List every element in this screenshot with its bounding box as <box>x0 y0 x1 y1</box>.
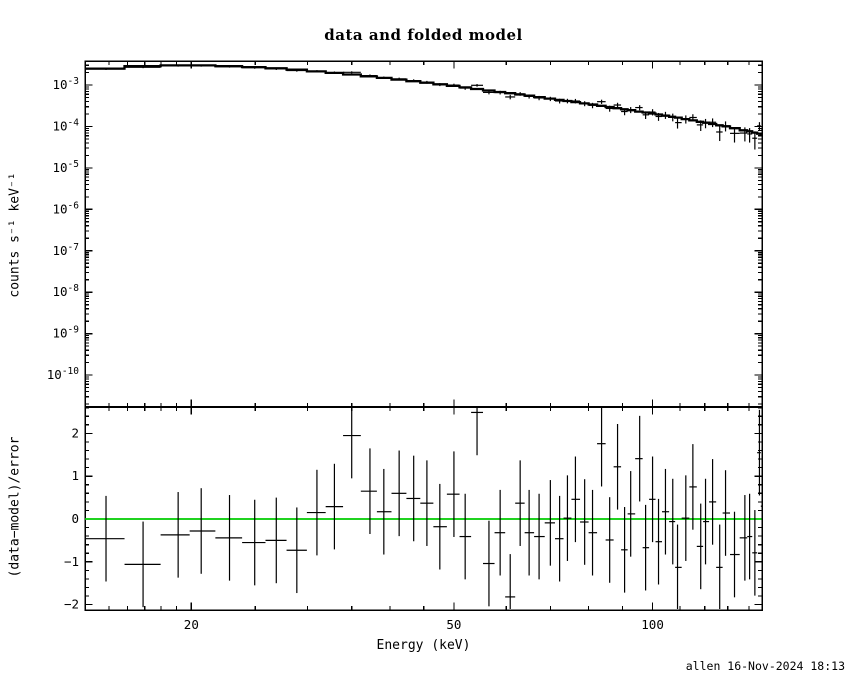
y-tick-label-log: 10-3 <box>52 76 79 92</box>
panel-frames <box>84 60 763 611</box>
y-tick-label-log: 10-10 <box>47 366 80 382</box>
y-tick-label-log: 10-7 <box>52 242 79 258</box>
y-tick-label-residual: −2 <box>64 597 79 612</box>
y-tick-label-log: 10-6 <box>52 200 79 216</box>
y-tick-label-residual: 0 <box>71 511 79 526</box>
y-axis-label-residuals: (data−model)/error <box>7 436 23 578</box>
y-tick-label-residual: 2 <box>71 425 79 440</box>
y-tick-label-log: 10-5 <box>52 159 79 175</box>
x-tick-label: 50 <box>446 617 461 632</box>
spectrum-data-points <box>85 64 763 151</box>
y-tick-label-log: 10-4 <box>52 117 79 133</box>
x-tick-label: 100 <box>641 617 664 632</box>
x-tick-label: 20 <box>184 617 199 632</box>
residual-data-points <box>85 408 763 609</box>
y-tick-label-residual: −1 <box>64 554 79 569</box>
y-tick-label-residual: 1 <box>71 468 79 483</box>
tick-labels: 20 50 10010-310-410-510-610-710-810-910-10… <box>47 76 664 632</box>
model-curve <box>85 64 762 136</box>
y-tick-label-log: 10-9 <box>52 325 79 341</box>
axis-ticks <box>85 61 762 610</box>
y-tick-label-log: 10-8 <box>52 283 79 299</box>
x-axis-label: Energy (keV) <box>376 638 471 653</box>
chart-title: data and folded model <box>324 26 523 44</box>
y-axis-label-counts: counts s⁻¹ keV⁻¹ <box>7 172 23 298</box>
timestamp: allen 16-Nov-2024 18:13 <box>685 659 845 673</box>
